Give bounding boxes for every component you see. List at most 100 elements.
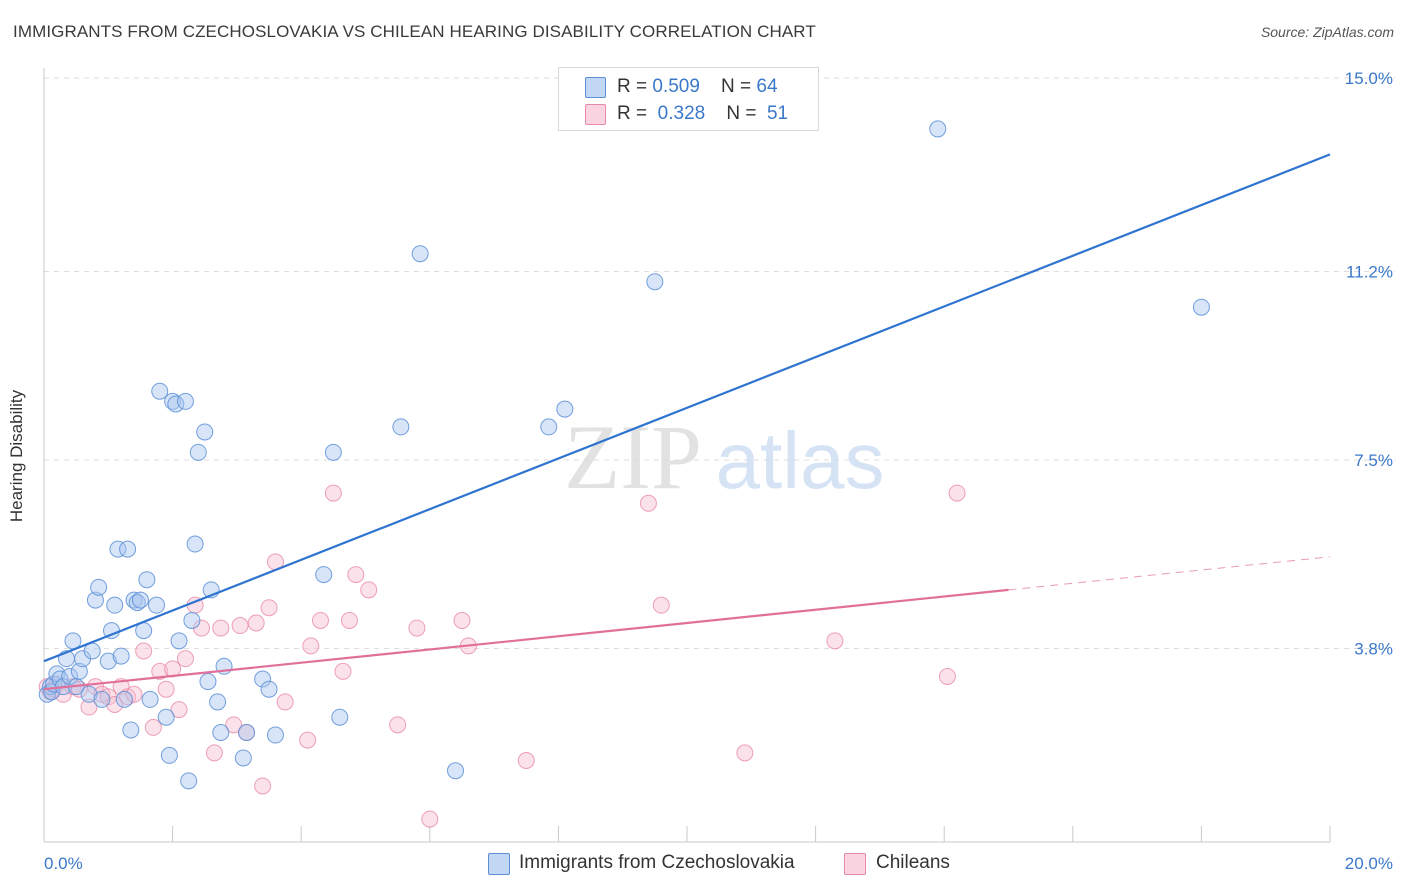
legend-r-label: R = (617, 76, 653, 97)
data-point-chileans (421, 810, 439, 828)
data-point-chileans (340, 611, 358, 629)
data-point-czech (1192, 298, 1210, 316)
data-point-czech (148, 596, 166, 614)
data-point-chileans (299, 731, 317, 749)
data-point-czech (99, 652, 117, 670)
data-point-chileans (311, 611, 329, 629)
data-point-chileans (652, 596, 670, 614)
data-point-czech (167, 395, 185, 413)
data-point-czech (331, 708, 349, 726)
data-point-chileans (302, 637, 320, 655)
data-point-czech (324, 443, 342, 461)
y-tick-label: 15.0% (1345, 69, 1393, 88)
data-point-czech (315, 566, 333, 584)
data-point-czech (125, 591, 143, 609)
x-tick-label: 20.0% (1345, 854, 1393, 873)
data-point-chileans (360, 581, 378, 599)
data-point-chileans (157, 680, 175, 698)
data-point-chileans (80, 698, 98, 716)
data-point-czech (157, 708, 175, 726)
watermark-atlas: atlas (716, 416, 885, 505)
trend-line-chileans (43, 588, 1009, 691)
data-point-chileans (231, 617, 249, 635)
y-axis-label: Hearing Disability (7, 389, 26, 523)
data-point-chileans (151, 662, 169, 680)
data-point-czech (186, 535, 204, 553)
legend-r-label: R = (617, 103, 653, 124)
data-point-czech (160, 746, 178, 764)
data-point-chileans (826, 632, 844, 650)
data-point-czech (254, 670, 272, 688)
chart-title: IMMIGRANTS FROM CZECHOSLOVAKIA VS CHILEA… (13, 22, 816, 41)
data-point-czech (141, 690, 159, 708)
data-point-czech (209, 693, 227, 711)
data-point-czech (119, 540, 137, 558)
chileans-points (38, 484, 966, 828)
legend-swatch-blue (585, 77, 606, 98)
y-tick-label: 3.8% (1354, 639, 1393, 658)
data-point-czech (180, 772, 198, 790)
data-point-chileans (639, 494, 657, 512)
data-point-chileans (125, 685, 143, 703)
data-point-chileans (347, 566, 365, 584)
data-point-czech (115, 690, 133, 708)
data-point-czech (122, 721, 140, 739)
data-point-czech (61, 667, 79, 685)
grid-lines (44, 77, 1395, 649)
data-point-chileans (247, 614, 265, 632)
bottom-legend-swatch-blue (488, 853, 510, 875)
data-point-chileans (334, 662, 352, 680)
data-point-chileans (254, 777, 272, 795)
legend-n-value: 51 (766, 103, 789, 124)
data-point-chileans (324, 484, 342, 502)
data-point-chileans (736, 744, 754, 762)
bottom-legend-label-czech: Immigrants from Czechoslovakia (519, 852, 795, 873)
trend-line-czech (43, 153, 1331, 663)
data-point-chileans (135, 642, 153, 660)
legend-n-label: N = (721, 76, 757, 97)
data-point-czech (196, 423, 214, 441)
watermark: ZIP atlas (564, 406, 884, 508)
data-point-czech (106, 596, 124, 614)
trend-lines (43, 153, 1331, 691)
data-point-czech (80, 685, 98, 703)
data-point-czech (93, 690, 111, 708)
legend-r-value: 0.509 (652, 76, 700, 97)
data-point-czech (646, 273, 664, 291)
data-point-chileans (389, 716, 407, 734)
data-point-chileans (517, 752, 535, 770)
data-point-czech (929, 120, 947, 138)
data-point-czech (411, 245, 429, 263)
data-point-czech (189, 443, 207, 461)
data-point-czech (212, 723, 230, 741)
data-point-czech (392, 418, 410, 436)
data-point-czech (183, 611, 201, 629)
data-point-chileans (408, 619, 426, 637)
axes (43, 68, 1331, 843)
bottom-legend-label-chileans: Chileans (876, 852, 950, 873)
y-tick-label: 11.2% (1346, 263, 1393, 282)
data-point-chileans (225, 716, 243, 734)
data-point-czech (109, 540, 127, 558)
data-point-czech (131, 591, 149, 609)
data-point-czech (164, 392, 182, 410)
data-point-chileans (170, 701, 188, 719)
y-tick-label: 7.5% (1354, 451, 1393, 470)
data-point-chileans (453, 611, 471, 629)
data-point-chileans (205, 744, 223, 762)
data-point-chileans (948, 484, 966, 502)
legend-n-label: N = (726, 103, 762, 124)
data-point-chileans (938, 667, 956, 685)
x-tick-label: 0.0% (44, 854, 83, 873)
data-point-chileans (144, 718, 162, 736)
data-point-czech (238, 723, 256, 741)
legend: R = 0.509 N = 64 R = 0.328 N = 51 (558, 67, 819, 131)
legend-n-value: 64 (756, 76, 778, 97)
data-point-czech (86, 591, 104, 609)
data-point-chileans (176, 650, 194, 668)
legend-swatch-pink (585, 104, 606, 125)
data-point-chileans (276, 693, 294, 711)
data-point-czech (447, 762, 465, 780)
bottom-legend-swatch-pink (844, 853, 866, 875)
